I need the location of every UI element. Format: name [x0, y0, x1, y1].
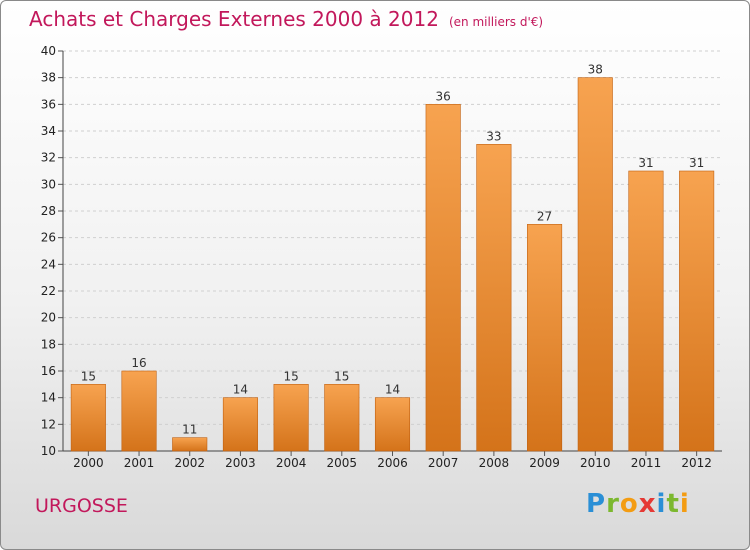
- bar-2010: [577, 77, 613, 452]
- y-tick-label: 26: [41, 231, 56, 245]
- logo-letter: P: [586, 489, 607, 519]
- x-tick-label-2009: 2009: [529, 456, 560, 470]
- data-label-2008: 33: [486, 129, 501, 143]
- y-tick-label: 10: [41, 444, 56, 458]
- bar-2006: [374, 397, 411, 452]
- y-tick-label: 30: [41, 177, 56, 191]
- data-label-2010: 38: [588, 63, 603, 77]
- logo-letter: r: [606, 489, 620, 519]
- x-tick-label-2010: 2010: [580, 456, 611, 470]
- data-label-2009: 27: [537, 209, 552, 223]
- y-tick-label: 28: [41, 204, 56, 218]
- data-label-2007: 36: [436, 89, 451, 103]
- title-line: Achats et Charges Externes 2000 à 2012 (e…: [29, 7, 543, 31]
- bars: [70, 77, 715, 452]
- logo-letter: i: [656, 489, 667, 519]
- data-label-2011: 31: [638, 156, 653, 170]
- x-tick-label-2012: 2012: [681, 456, 712, 470]
- logo-letter: t: [666, 489, 680, 519]
- chart-subtitle: (en milliers d'€): [448, 15, 544, 29]
- data-label-2001: 16: [131, 356, 146, 370]
- data-label-2004: 15: [283, 369, 298, 383]
- x-tick-label-2011: 2011: [631, 456, 662, 470]
- y-tick-label: 32: [41, 151, 56, 165]
- bar-2011: [628, 170, 664, 452]
- logo-letter: i: [679, 489, 690, 519]
- bar-2007: [425, 104, 461, 452]
- data-label-2000: 15: [81, 369, 96, 383]
- y-tick-label: 22: [41, 284, 56, 298]
- data-label-2012: 31: [689, 156, 704, 170]
- bar-2009: [527, 224, 563, 452]
- y-tick-label: 14: [41, 391, 56, 405]
- bar-2008: [476, 144, 512, 452]
- data-label-2003: 14: [233, 383, 248, 397]
- y-tick-label: 12: [41, 417, 56, 431]
- y-tick-label: 24: [41, 257, 56, 271]
- bar-2000: [70, 384, 106, 452]
- y-tick-label: 38: [41, 71, 56, 85]
- x-tick-label-2006: 2006: [377, 456, 408, 470]
- commune-name: URGOSSE: [35, 495, 128, 517]
- grid-lines: [63, 50, 722, 452]
- y-tick-label: 36: [41, 97, 56, 111]
- y-tick-label: 34: [41, 124, 56, 138]
- x-tick-label-2004: 2004: [276, 456, 307, 470]
- x-tick-label-2008: 2008: [479, 456, 510, 470]
- y-tick-label: 18: [41, 337, 56, 351]
- y-tick-label: 20: [41, 311, 56, 325]
- bar-2001: [121, 370, 157, 452]
- logo-letter: o: [619, 489, 639, 519]
- labels: 10 12 14 16 18 20 22 24 26 28 30 32 34 36 38 40 15 2000 16…: [41, 44, 712, 470]
- x-tick-label-2005: 2005: [327, 456, 358, 470]
- y-tick-label: 16: [41, 364, 56, 378]
- chart-title: Achats et Charges Externes 2000 à 2012: [29, 7, 439, 31]
- bar-2005: [324, 384, 360, 452]
- x-tick-label-2000: 2000: [73, 456, 104, 470]
- x-tick-label-2001: 2001: [124, 456, 155, 470]
- y-tick-label: 40: [41, 44, 56, 58]
- data-label-2002: 11: [182, 423, 197, 437]
- data-label-2006: 14: [385, 383, 400, 397]
- logo-letter: x: [638, 489, 657, 519]
- data-label-2005: 15: [334, 369, 349, 383]
- bar-2003: [222, 397, 258, 452]
- bar-2002: [172, 437, 208, 452]
- x-tick-label-2003: 2003: [225, 456, 256, 470]
- bar-2012: [679, 170, 715, 452]
- proxiti-logo: Proxiti: [586, 489, 690, 519]
- x-tick-label-2007: 2007: [428, 456, 459, 470]
- bar-2004: [273, 384, 309, 452]
- x-tick-label-2002: 2002: [174, 456, 205, 470]
